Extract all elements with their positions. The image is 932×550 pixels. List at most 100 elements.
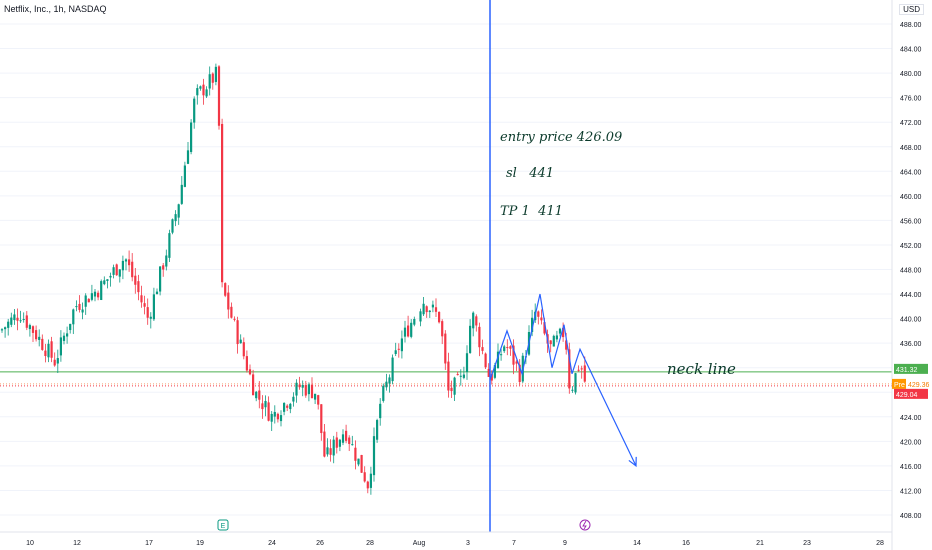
candle-body — [410, 322, 413, 337]
price-levels — [0, 371, 892, 387]
candle-body — [115, 264, 118, 276]
candle-body — [13, 314, 16, 321]
candle-body — [478, 326, 481, 348]
candle-body — [459, 375, 462, 377]
candle-body — [407, 325, 410, 337]
time-tick-label: 26 — [316, 540, 324, 547]
candle-body — [248, 369, 252, 375]
time-tick-label: 7 — [512, 540, 516, 547]
candle-body — [549, 340, 552, 345]
earnings-icon — [217, 519, 229, 531]
event-markers: E — [217, 519, 591, 531]
candle-body — [307, 384, 310, 395]
candle-body — [211, 73, 214, 83]
candle-body — [199, 86, 202, 89]
price-tick-label: 440.00 — [900, 317, 922, 324]
candle-body — [369, 473, 372, 488]
candle-body — [177, 204, 180, 218]
price-tick-label: 452.00 — [900, 243, 922, 250]
price-tick-label: 464.00 — [900, 169, 922, 176]
candle-body — [431, 304, 434, 308]
candle-body — [78, 303, 81, 310]
candle-body — [44, 350, 47, 357]
candle-body — [487, 368, 490, 377]
time-tick-label: 17 — [145, 540, 153, 547]
candle-body — [341, 434, 345, 443]
last-price-label: 429.04 — [896, 392, 918, 399]
candles — [0, 63, 586, 495]
pre-tag-label-bg — [892, 378, 906, 389]
candle-body — [118, 269, 121, 277]
candle-body — [196, 88, 199, 96]
candle-body — [357, 458, 360, 465]
candle-body — [515, 361, 518, 364]
candle-body — [28, 325, 31, 330]
candle-body — [326, 447, 329, 455]
candle-body — [208, 74, 211, 89]
time-tick-label: 12 — [73, 540, 81, 547]
candle-body — [363, 472, 366, 482]
candle-body — [270, 413, 273, 422]
price-axis[interactable]: 408.00412.00416.00420.00424.00428.00432.… — [891, 0, 932, 550]
candle-body — [493, 365, 496, 378]
price-tick-label: 424.00 — [900, 415, 922, 422]
time-tick-label: 10 — [26, 540, 34, 547]
candle-body — [580, 368, 583, 370]
candle-body — [484, 353, 487, 368]
candle-body — [413, 319, 416, 325]
candle-body — [397, 348, 400, 350]
candle-body — [338, 439, 341, 447]
candle-body — [279, 415, 283, 422]
candle-body — [152, 294, 155, 320]
take-profit-annotation: TP 1 411 — [500, 204, 563, 219]
candle-body — [403, 327, 407, 337]
candle-body — [4, 327, 7, 330]
candle-body — [456, 374, 459, 376]
price-tick-label: 448.00 — [900, 268, 922, 275]
candle-body — [441, 321, 444, 337]
candle-body — [59, 337, 62, 356]
candle-body — [335, 437, 338, 448]
time-tick-label: 24 — [268, 540, 276, 547]
candle-body — [143, 303, 146, 307]
candle-body — [438, 311, 441, 323]
candle-body — [500, 354, 503, 356]
currency-button[interactable]: USD — [899, 4, 924, 15]
candle-body — [134, 275, 137, 285]
price-tick-label: 444.00 — [900, 292, 922, 299]
candle-body — [50, 341, 53, 358]
candle-body — [376, 420, 379, 440]
candle-body — [171, 219, 174, 233]
candle-body — [481, 347, 484, 351]
candle-body — [496, 351, 500, 369]
pre-price-label: 429.36 — [908, 382, 930, 389]
candle-body — [121, 260, 124, 271]
candle-body — [214, 66, 217, 82]
candle-body — [379, 403, 382, 419]
time-tick-label: 19 — [196, 540, 204, 547]
candle-body — [87, 298, 90, 303]
candle-body — [90, 293, 93, 300]
candle-body — [66, 333, 69, 337]
time-tick-label: Aug — [413, 540, 426, 547]
candle-body — [320, 404, 323, 434]
candle-body — [345, 430, 348, 441]
price-tick-label: 420.00 — [900, 439, 922, 446]
candle-body — [292, 396, 295, 402]
candle-body — [372, 436, 376, 476]
time-axis[interactable]: 10 12 17 19 24 26 28 Aug 3 7 9 14 16 21 23 28 — [0, 531, 892, 547]
candle-body — [140, 295, 143, 303]
stop-loss-annotation: sl 441 — [506, 166, 555, 181]
candle-body — [19, 320, 22, 322]
candle-body — [7, 321, 10, 328]
candle-body — [131, 261, 134, 278]
candle-body — [255, 391, 258, 399]
candle-body — [531, 317, 534, 332]
candle-body — [193, 98, 196, 123]
candle-body — [428, 310, 431, 313]
candle-body — [425, 306, 428, 313]
candle-body — [577, 369, 580, 371]
candle-body — [227, 292, 230, 310]
candle-body — [314, 393, 317, 400]
